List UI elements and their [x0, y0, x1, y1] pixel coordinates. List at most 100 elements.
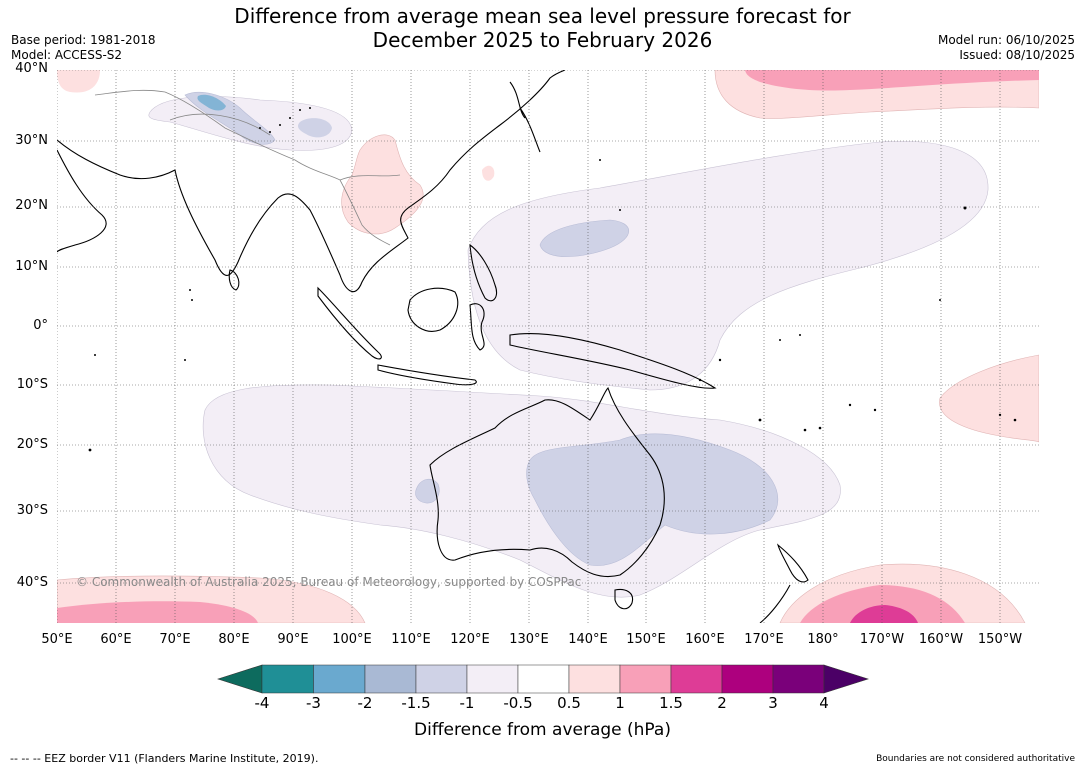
boundaries-note: Boundaries are not considered authoritat… [876, 754, 1075, 764]
anomaly-area-north-pacific-strong [745, 70, 1039, 91]
lon-label-170w: 170°W [859, 632, 905, 647]
coast-asia [57, 70, 566, 293]
meta-right: Model run: 06/10/2025 Issued: 08/10/2025 [938, 33, 1075, 63]
colorbar-label-neg2: -2 [357, 694, 373, 712]
lon-label-110e: 110°E [391, 632, 431, 647]
lon-label-50e: 50°E [41, 632, 73, 647]
title-line-2: December 2025 to February 2026 [372, 28, 713, 52]
country-borders [94, 89, 401, 246]
lon-label-70e: 70°E [159, 632, 191, 647]
anomaly-area-tasman-mid [800, 585, 965, 623]
lon-label-130e: 130°E [509, 632, 549, 647]
anomaly-area-western-australia [415, 478, 440, 504]
lat-label-20s: 20°S [16, 437, 48, 452]
border-china-north [339, 174, 401, 181]
title-line-1: Difference from average mean sea level p… [234, 4, 851, 28]
coast-arabia [57, 149, 107, 253]
pacific-islands [88, 107, 1017, 452]
anomaly-area-australia-core [526, 433, 779, 566]
colorbar-bin-1-1p5 [619, 664, 672, 694]
colorbar-bin-2-3 [721, 664, 774, 694]
map-field [57, 70, 1039, 623]
colorbar-bin-0p5-1 [568, 664, 621, 694]
model-name: Model: ACCESS-S2 [11, 48, 123, 62]
anomaly-area-taiwan [482, 165, 495, 181]
colorbar-bin-neg0p5-neg1 [466, 664, 519, 694]
colorbar-bin-1p5-2 [670, 664, 723, 694]
lon-label-90e: 90°E [277, 632, 309, 647]
colorbar-bin-neutral [517, 664, 570, 694]
anomaly-area-north-pacific [467, 141, 989, 391]
colorbar [217, 664, 869, 694]
lon-label-80e: 80°E [218, 632, 250, 647]
border-china-central [169, 113, 271, 136]
border-indochina [339, 179, 391, 246]
coast-korea-japan [509, 81, 541, 153]
lon-label-140e: 140°E [568, 632, 608, 647]
colorbar-label-1: 1 [615, 694, 625, 712]
lon-label-100e: 100°E [332, 632, 372, 647]
colorbar-label-0p5: 0.5 [557, 694, 581, 712]
coast-new-zealand-south [759, 584, 791, 623]
colorbar-label-neg1: -1 [459, 694, 475, 712]
coast-java [377, 364, 477, 386]
map-copyright: © Commonwealth of Australia 2025, Bureau… [76, 575, 582, 589]
lat-label-30s: 30°S [16, 503, 48, 518]
lat-label-10n: 10°N [15, 259, 48, 274]
coast-sri-lanka [228, 269, 240, 291]
coast-new-guinea [509, 332, 717, 389]
lon-label-160e: 160°E [685, 632, 725, 647]
colorbar-label-neg3: -3 [306, 694, 321, 712]
colorbar-title: Difference from average (hPa) [414, 720, 671, 740]
lat-label-equator: 0° [33, 318, 48, 333]
lon-label-160w: 160°W [918, 632, 964, 647]
coast-australia [429, 386, 665, 578]
map-title: Difference from average mean sea level p… [0, 4, 1085, 52]
colorbar-label-neg1p5: -1.5 [401, 694, 431, 712]
lat-label-40s: 40°S [16, 575, 48, 590]
colorbar-extend-low [217, 664, 263, 694]
meta-left: Base period: 1981-2018 Model: ACCESS-S2 [11, 33, 156, 63]
model-run: Model run: 06/10/2025 [937, 33, 1075, 47]
colorbar-bin-neg1p5-neg2 [364, 664, 417, 694]
lat-label-30n: 30°N [15, 133, 48, 148]
base-period: Base period: 1981-2018 [11, 33, 156, 47]
lon-label-150e: 150°E [626, 632, 666, 647]
lon-label-180: 180° [807, 632, 839, 647]
eez-note: -- -- -- EEZ border V11 (Flanders Marine… [10, 752, 319, 765]
colorbar-bin-neg3-neg4 [261, 664, 314, 694]
colorbar-label-neg4: -4 [254, 694, 270, 712]
coast-borneo [407, 287, 459, 332]
lat-label-10s: 10°S [16, 377, 48, 392]
lon-label-60e: 60°E [100, 632, 132, 647]
anomaly-area-northwest [57, 70, 100, 93]
anomaly-area-tasman-strong [850, 605, 918, 623]
lat-label-40n: 40°N [15, 61, 48, 76]
lon-label-170e: 170°E [744, 632, 784, 647]
anomaly-area-tibet-east [298, 118, 332, 138]
coast-tasmania [614, 588, 634, 610]
issued-date: Issued: 08/10/2025 [959, 48, 1075, 62]
anomaly-area-north-pacific-core [539, 219, 629, 257]
colorbar-bin-neg1-neg1p5 [415, 664, 468, 694]
colorbar-label-3: 3 [768, 694, 778, 712]
anomaly-area-tibet-strong [197, 94, 226, 111]
colorbar-label-1p5: 1.5 [659, 694, 683, 712]
colorbar-bin-neg2-neg3 [313, 664, 366, 694]
lon-label-120e: 120°E [450, 632, 490, 647]
border-south-asia [94, 89, 341, 181]
colorbar-label-4: 4 [819, 694, 829, 712]
anomaly-area-south-indian-strong [57, 601, 258, 623]
coast-philippines [469, 243, 498, 302]
coastlines [57, 70, 809, 623]
colorbar-label-2: 2 [717, 694, 727, 712]
coast-sumatra [317, 286, 382, 360]
coast-new-zealand-north [776, 543, 809, 583]
coast-sulawesi [469, 303, 485, 351]
colorbar-bin-3-4 [772, 664, 825, 694]
colorbar-label-neg0p5: -0.5 [503, 694, 533, 712]
lon-label-150w: 150°W [977, 632, 1023, 647]
graticule [57, 70, 1039, 623]
colorbar-extend-high [823, 664, 869, 694]
